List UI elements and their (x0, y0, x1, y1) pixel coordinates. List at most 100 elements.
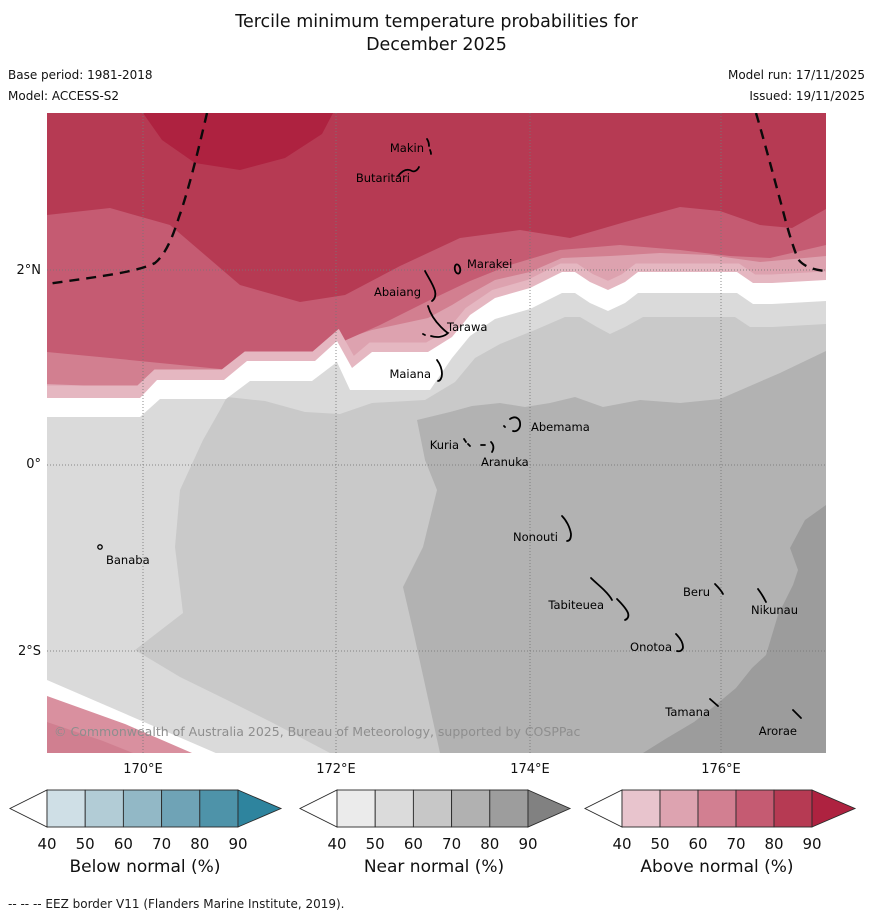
banaba-island (97, 544, 103, 550)
eez-border-line (47, 113, 826, 286)
legend-below-tick-80: 80 (190, 835, 209, 853)
legend-above-label: Above normal (%) (640, 857, 793, 877)
model-run-text: Model run: 17/11/2025 (727, 68, 865, 82)
issued-text: Issued: 19/11/2025 (749, 89, 865, 103)
beru-label: Beru (683, 585, 710, 599)
legend-near-normal: 40 50 60 70 80 90 Near normal (%) (298, 789, 572, 877)
lon-label-170e: 170°E (123, 762, 163, 777)
legend-near-box-1 (336, 789, 376, 828)
eez-footnote: -- -- -- EEZ border V11 (Flanders Marine… (8, 897, 345, 911)
legend-below-box-4 (161, 789, 201, 828)
above-normal-40-fringe (47, 263, 826, 399)
legend-below-tick-60: 60 (114, 835, 133, 853)
legend-above-tick-50: 50 (650, 835, 669, 853)
abaiang-island (424, 270, 437, 302)
legend-below-tick-70: 70 (152, 835, 171, 853)
butaritari-label: Butaritari (356, 171, 410, 185)
lat-label-2n: 2°N (16, 263, 42, 278)
legend-below-tick-90: 90 (228, 835, 247, 853)
legend-above-box-4 (735, 789, 775, 828)
maiana-label: Maiana (389, 367, 431, 381)
legend-near-box-2 (374, 789, 414, 828)
legend-below-normal: 40 50 60 70 80 90 Below normal (%) (8, 789, 283, 877)
legend-near-tick-60: 60 (404, 835, 423, 853)
tamana-label: Tamana (664, 705, 710, 719)
nonouti-label: Nonouti (513, 530, 558, 544)
tarawa-island (422, 305, 450, 338)
abemama-label: Abemama (531, 420, 590, 434)
abemama-island (503, 416, 522, 433)
makin-island (426, 138, 432, 155)
banaba-label: Banaba (106, 553, 150, 567)
legend-above-box-3 (697, 789, 737, 828)
legend-near-tick-50: 50 (366, 835, 385, 853)
probability-boundary-band (47, 272, 826, 417)
eez-border-east (754, 113, 826, 273)
legend-below-box-1 (46, 789, 86, 828)
marakei-island (453, 263, 462, 275)
legend-below-box-5 (199, 789, 239, 828)
kuria-island (463, 438, 471, 447)
abaiang-label: Abaiang (374, 285, 421, 299)
makin-label: Makin (390, 141, 424, 155)
probability-map: Makin Butaritari Marakei Abaiang Tarawa … (47, 113, 826, 753)
eez-border-west (47, 113, 209, 286)
base-period-text: Base period: 1981-2018 (8, 68, 153, 82)
aranuka-label: Aranuka (481, 455, 529, 469)
kuria-label: Kuria (430, 438, 459, 452)
legend-above-tick-40: 40 (612, 835, 631, 853)
legend-below-box-3 (122, 789, 163, 828)
lon-label-176e: 176°E (701, 762, 741, 777)
marakei-label: Marakei (467, 257, 512, 271)
nikunau-label: Nikunau (751, 603, 798, 617)
aranuka-island (480, 441, 495, 453)
legend-near-label: Near normal (%) (364, 857, 504, 877)
nikunau-island (757, 588, 767, 603)
legend-near-box-3 (412, 789, 453, 828)
legend-near-right-arrow (527, 789, 572, 828)
copyright-text: © Commonwealth of Australia 2025, Bureau… (54, 724, 581, 739)
maiana-island (436, 359, 443, 382)
island-marks (97, 138, 802, 719)
legend-near-tick-90: 90 (518, 835, 537, 853)
legend-below-tick-50: 50 (76, 835, 95, 853)
legend-above-box-5 (773, 789, 813, 828)
legend-near-box-5 (489, 789, 529, 828)
title-line-2: December 2025 (366, 35, 507, 55)
legend-above-tick-60: 60 (688, 835, 707, 853)
legend-near-tick-70: 70 (442, 835, 461, 853)
tarawa-label: Tarawa (446, 320, 487, 334)
legend-above-normal: 40 50 60 70 80 90 Above normal (%) (583, 789, 857, 877)
legend-above-right-arrow (811, 789, 857, 828)
near-normal-70-region (403, 351, 826, 753)
legend-below-left-arrow (8, 789, 48, 828)
arorae-island (792, 709, 802, 719)
corner-boundary-band (47, 680, 216, 753)
lon-label-172e: 172°E (316, 762, 356, 777)
legend-above-left-arrow (583, 789, 623, 828)
legend-near-tick-40: 40 (327, 835, 346, 853)
lon-label-174e: 174°E (510, 762, 550, 777)
arorae-label: Arorae (759, 724, 797, 738)
tamana-island (709, 698, 719, 707)
legend-below-tick-40: 40 (37, 835, 56, 853)
legend-above-tick-90: 90 (802, 835, 821, 853)
legend-near-box-4 (451, 789, 491, 828)
onotoa-label: Onotoa (630, 640, 672, 654)
legend-below-right-arrow (237, 789, 283, 828)
legend-below-box-2 (84, 789, 124, 828)
above-normal-90-region (143, 113, 333, 170)
map-gridlines (47, 113, 826, 753)
model-text: Model: ACCESS-S2 (8, 89, 120, 103)
legend-below-label: Below normal (%) (70, 857, 221, 877)
lat-label-2s: 2°S (17, 644, 41, 659)
island-labels: Makin Butaritari Marakei Abaiang Tarawa … (106, 141, 798, 738)
nonouti-island (561, 515, 572, 542)
legend-above-box-2 (659, 789, 699, 828)
title-line-1: Tercile minimum temperature probabilitie… (235, 12, 638, 32)
above-normal-corner-inner (47, 722, 133, 753)
lat-label-0: 0° (26, 457, 41, 472)
legend-above-tick-70: 70 (726, 835, 745, 853)
legend-above-box-1 (621, 789, 661, 828)
